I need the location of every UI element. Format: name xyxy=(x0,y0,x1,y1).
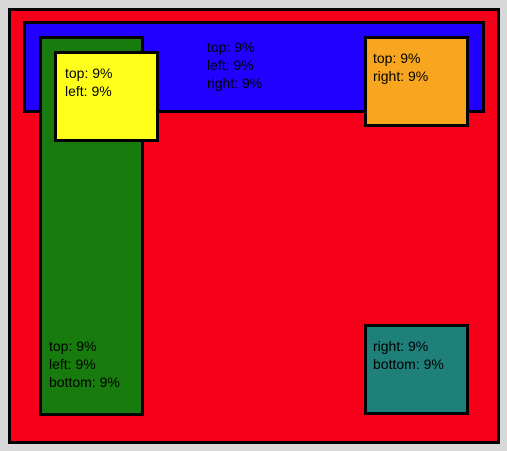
yellow-box-line-1: top: 9% xyxy=(65,65,113,81)
blue-box-label: top: 9% left: 9% right: 9% xyxy=(207,38,262,92)
blue-box-line-2: left: 9% xyxy=(207,57,254,73)
yellow-box-label: top: 9% left: 9% xyxy=(65,64,112,100)
teal-box-line-2: bottom: 9% xyxy=(373,356,444,372)
blue-box-line-1: top: 9% xyxy=(207,39,255,55)
yellow-box: top: 9% left: 9% xyxy=(54,51,159,142)
yellow-box-line-2: left: 9% xyxy=(65,83,112,99)
orange-box-label: top: 9% right: 9% xyxy=(373,49,428,85)
teal-box-label: right: 9% bottom: 9% xyxy=(373,337,444,373)
orange-box: top: 9% right: 9% xyxy=(364,36,469,127)
teal-box-line-1: right: 9% xyxy=(373,338,429,354)
orange-box-line-1: top: 9% xyxy=(373,50,421,66)
green-box-line-3: bottom: 9% xyxy=(49,374,120,390)
green-box-line-1: top: 9% xyxy=(49,338,97,354)
orange-box-line-2: right: 9% xyxy=(373,68,429,84)
blue-box-line-3: right: 9% xyxy=(207,75,263,91)
teal-box: right: 9% bottom: 9% xyxy=(364,324,469,415)
green-box-label: top: 9% left: 9% bottom: 9% xyxy=(49,337,120,391)
green-box-line-2: left: 9% xyxy=(49,356,96,372)
